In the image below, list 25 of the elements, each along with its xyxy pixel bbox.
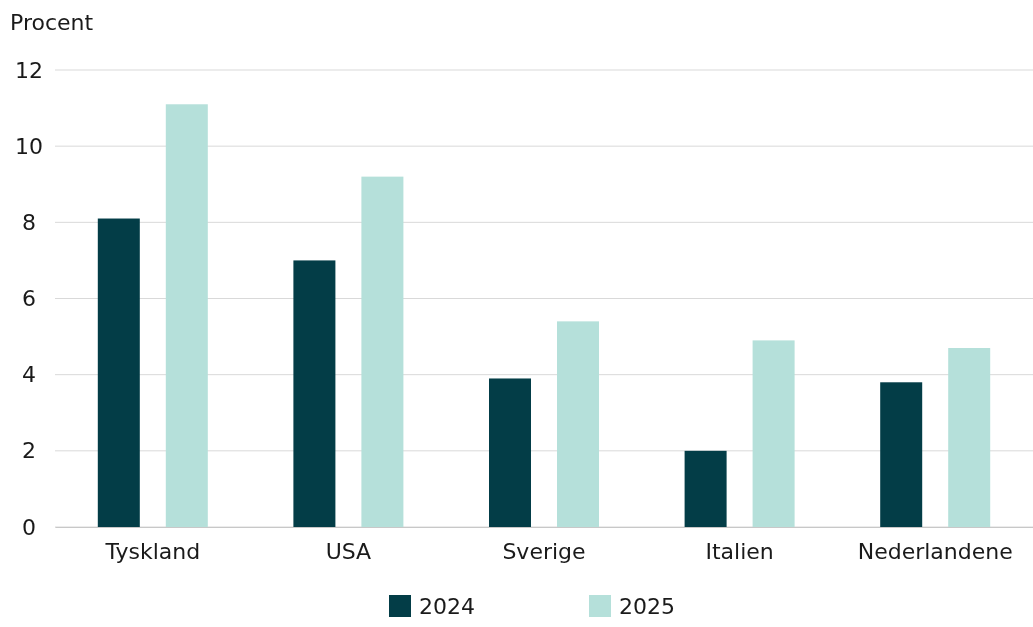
y-tick-label: 12 [15, 57, 43, 83]
x-tick-label: Sverige [502, 538, 586, 564]
x-tick-label: Italien [705, 538, 774, 564]
y-tick-label: 6 [22, 286, 36, 312]
y-tick-label: 4 [22, 362, 36, 388]
legend-label: 2025 [619, 594, 675, 619]
bar [684, 450, 727, 527]
x-tick-label: Nederlandene [857, 538, 1013, 564]
bar [948, 348, 991, 527]
bar [361, 176, 404, 527]
bar [752, 340, 795, 527]
bar [97, 218, 140, 527]
bar [557, 321, 599, 527]
x-tick-label: USA [325, 538, 372, 564]
y-axis-title: Procent [10, 10, 94, 35]
y-tick-label: 2 [22, 438, 36, 464]
y-tick-label: 0 [22, 514, 36, 540]
bar [880, 382, 923, 527]
y-tick-label: 8 [22, 209, 36, 235]
y-tick-label: 10 [15, 133, 43, 159]
x-tick-label: Tyskland [104, 538, 201, 564]
bar [489, 378, 531, 527]
bar [293, 260, 336, 527]
bar [165, 104, 208, 527]
legend-label: 2024 [419, 594, 475, 619]
